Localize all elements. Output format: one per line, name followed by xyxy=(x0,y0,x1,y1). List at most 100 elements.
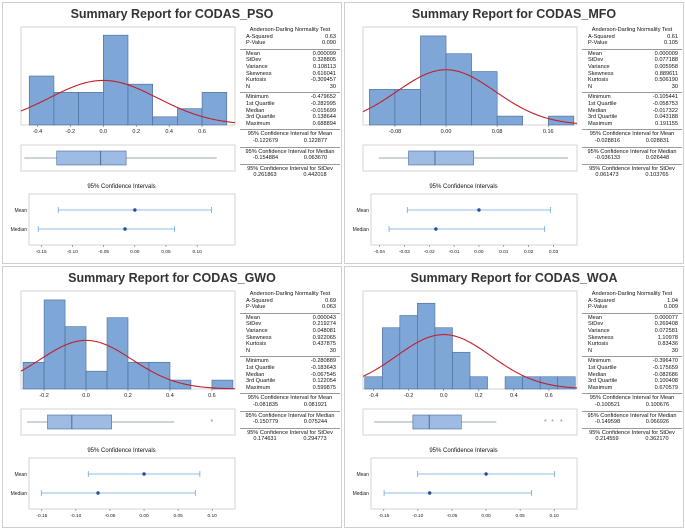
histogram-bar xyxy=(211,379,234,390)
a-squared-value: 1.04 xyxy=(667,297,678,304)
skewness-value: 0.616041 xyxy=(312,70,336,77)
histogram-tick-label: 0.2 xyxy=(475,393,483,399)
p-value-label: P-Value xyxy=(246,40,266,47)
skewness-label: Skewness xyxy=(588,334,614,341)
ci-plot-frame xyxy=(370,457,578,510)
normal-fit-curve xyxy=(20,79,236,124)
q3-value: 0.043188 xyxy=(654,114,678,121)
histogram-bar xyxy=(22,361,45,390)
boxplot-frame xyxy=(362,408,578,436)
ci-median-label: Median xyxy=(353,227,370,233)
ci-mean-heading: 95% Confidence Interval for Mean xyxy=(247,395,333,402)
ci-stdev-lo: 0.061473 xyxy=(595,172,619,179)
histogram-tick-label: 0.0 xyxy=(440,393,448,399)
histogram-tick-label: 0.08 xyxy=(492,129,503,135)
histogram-tick-label: 0.4 xyxy=(166,393,174,399)
histogram-bar xyxy=(417,302,436,390)
ci-mean-label: Mean xyxy=(356,472,369,478)
stdev-label: StDev xyxy=(246,321,262,328)
q1-value: -0.058753 xyxy=(652,100,678,107)
ci-plot-title: 95% Confidence Intervals xyxy=(87,184,156,190)
ad-test-heading: Anderson-Darling Normality Test xyxy=(249,27,331,33)
ci-mean-label: Mean xyxy=(14,472,27,478)
n-value: 30 xyxy=(671,83,678,90)
ci-stdev-hi: 0.442018 xyxy=(303,172,327,179)
report-title: Summary Report for CODAS_WOA xyxy=(410,271,618,285)
report-chart: -0.2 0.0 0.2 0.4 0.6 * Mean Median -0.15 -0.10 -0.… xyxy=(11,290,236,519)
histogram-bar xyxy=(452,351,471,390)
histogram-bar xyxy=(471,71,498,126)
n-label: N xyxy=(588,83,593,90)
ci-median-point xyxy=(123,227,127,231)
report-panel-gwo: Summary Report for CODAS_GWO -0.2 0.0 0.2 0… xyxy=(2,266,342,528)
ci-tick-label: 0.10 xyxy=(208,513,218,519)
minimum-value: -0.479652 xyxy=(310,94,336,101)
histogram-tick-label: 0.6 xyxy=(545,393,553,399)
ci-tick-label: 0.02 xyxy=(524,249,534,255)
ci-tick-label: -0.05 xyxy=(104,513,115,519)
maximum-value: 0.599875 xyxy=(312,384,336,391)
q3-label: 3rd Quartile xyxy=(588,378,618,385)
report-chart: -0.4 -0.2 0.0 0.2 0.4 0.6 * * * Mean Median -0.15 -0… xyxy=(353,290,578,519)
ci-plot-title: 95% Confidence Intervals xyxy=(87,448,156,454)
normal-fit-curve xyxy=(362,69,578,124)
ci-median-point xyxy=(427,491,432,495)
a-squared-label: A-Squared xyxy=(246,297,273,304)
ci-mean-heading: 95% Confidence Interval for Mean xyxy=(589,131,675,138)
ci-median-heading: 95% Confidence Interval for Median xyxy=(587,412,677,419)
q3-label: 3rd Quartile xyxy=(588,114,618,121)
minimum-value: -0.105441 xyxy=(652,94,678,101)
boxplot-outlier-marker: * xyxy=(544,419,547,426)
stats-table: Anderson-Darling Normality Test A-Square… xyxy=(582,26,682,181)
ci-tick-label: -0.02 xyxy=(424,249,435,255)
minimum-value: -0.396470 xyxy=(652,358,678,365)
report-title: Summary Report for CODAS_GWO xyxy=(68,271,276,285)
p-value-value: 0.090 xyxy=(322,40,336,47)
ci-median-hi: 0.066926 xyxy=(645,419,670,426)
histogram-tick-label: 0.2 xyxy=(124,393,132,399)
boxplot-outlier-marker: * xyxy=(551,419,554,426)
ci-mean-lo: -0.028816 xyxy=(594,137,621,144)
ci-plot-title: 95% Confidence Intervals xyxy=(429,448,498,454)
histogram-tick-label: 0.4 xyxy=(510,393,518,399)
ci-median-hi: 0.026448 xyxy=(645,155,670,162)
ci-mean-lo: -0.122679 xyxy=(252,137,279,144)
skewness-value: 1.10978 xyxy=(657,334,678,341)
ci-stdev-heading: 95% Confidence Interval for StDev xyxy=(589,429,675,436)
histogram-tick-label: -0.2 xyxy=(66,129,75,135)
ci-tick-label: -0.01 xyxy=(449,249,460,255)
skewness-value: 0.922065 xyxy=(312,334,336,341)
maximum-label: Maximum xyxy=(588,120,613,127)
ci-median-point xyxy=(434,227,438,231)
n-value: 30 xyxy=(671,347,678,354)
stdev-value: 0.077188 xyxy=(654,57,678,64)
a-squared-value: 0.69 xyxy=(325,297,336,304)
median-label: Median xyxy=(246,371,265,378)
variance-label: Variance xyxy=(246,63,268,70)
ad-test-heading: Anderson-Darling Normality Test xyxy=(591,291,673,297)
ci-median-lo: -0.150779 xyxy=(252,419,279,426)
ci-tick-label: 0.00 xyxy=(474,249,484,255)
histogram-bar xyxy=(127,361,150,390)
p-value-value: 0.063 xyxy=(322,304,336,311)
ci-stdev-hi: 0.103765 xyxy=(645,172,669,179)
histogram-bar xyxy=(78,92,104,126)
n-value: 30 xyxy=(329,347,336,354)
a-squared-value: 0.63 xyxy=(325,33,336,40)
histogram-tick-label: -0.4 xyxy=(369,393,378,399)
histogram-bar xyxy=(64,326,87,390)
stdev-label: StDev xyxy=(588,321,604,328)
minimum-label: Minimum xyxy=(588,358,611,365)
ci-median-label: Median xyxy=(11,227,28,233)
ci-plot-frame xyxy=(28,457,236,510)
ci-tick-label: -0.15 xyxy=(378,513,389,519)
q3-value: 0.138644 xyxy=(312,114,336,121)
boxplot-frame xyxy=(20,408,236,436)
mean-label: Mean xyxy=(246,50,260,57)
histogram-bar xyxy=(420,35,447,126)
ci-tick-label: -0.15 xyxy=(36,513,47,519)
ci-tick-label: 0.00 xyxy=(139,513,149,519)
n-label: N xyxy=(246,347,251,354)
q1-value: -0.282995 xyxy=(310,100,336,107)
histogram-tick-label: 0.16 xyxy=(543,129,554,135)
